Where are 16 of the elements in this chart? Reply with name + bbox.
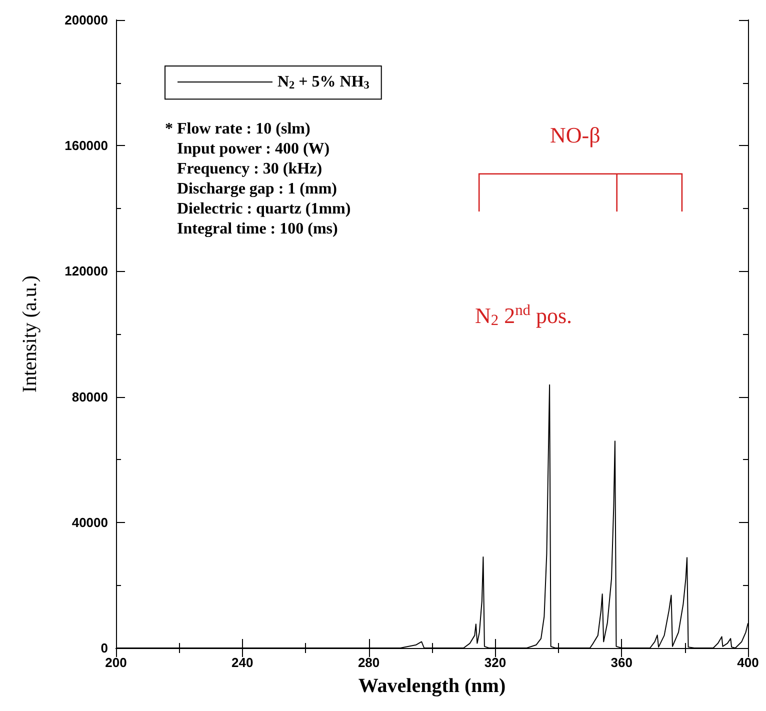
x-tick-label: 280	[358, 655, 380, 670]
y-axis-title: Intensity (a.u.)	[19, 275, 41, 393]
y-tick-label: 80000	[72, 389, 108, 404]
x-tick-label: 400	[737, 655, 759, 670]
annotation: * Flow rate : 10 (slm) Input power : 400 (W) Frequency : 30 (kHz) Discharge gap : 1 (mm) Dielectric : quartz (1mm) Integral time : 100 (ms)	[165, 120, 351, 238]
x-tick-label: 360	[610, 655, 632, 670]
y-tick-label: 200000	[64, 12, 108, 28]
x-tick-label: 320	[484, 655, 506, 670]
y-tick-label: 160000	[64, 138, 108, 154]
x-tick-label: 200	[105, 655, 127, 670]
y-tick-label: 0	[100, 640, 108, 656]
x-tick-label: 240	[232, 655, 254, 670]
y-tick-label: 40000	[72, 514, 108, 530]
y-tick-label: 120000	[64, 264, 108, 279]
x-axis-title: Wavelength (nm)	[358, 675, 506, 697]
annotation: NO-β	[550, 122, 600, 148]
